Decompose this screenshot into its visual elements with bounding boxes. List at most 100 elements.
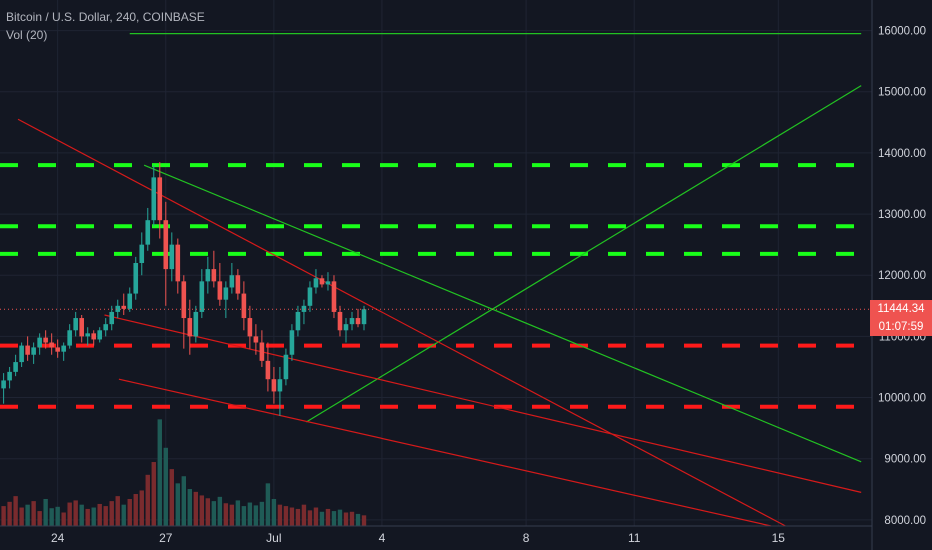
candle-body xyxy=(343,324,349,331)
candle[interactable] xyxy=(289,324,295,361)
candle[interactable] xyxy=(223,281,229,319)
candle[interactable] xyxy=(169,232,175,282)
price-axis[interactable]: 8000.009000.0010000.0011000.0012000.0013… xyxy=(878,26,926,527)
time-axis-label: 11 xyxy=(628,531,641,545)
candle-body xyxy=(241,293,247,319)
candle[interactable] xyxy=(229,263,235,294)
green-trend-line[interactable] xyxy=(143,164,862,463)
candle-body xyxy=(25,345,30,355)
candle[interactable] xyxy=(109,305,115,331)
candle[interactable] xyxy=(163,201,169,306)
candle[interactable] xyxy=(55,339,60,358)
volume-bar xyxy=(193,491,199,526)
volume-bar xyxy=(307,510,313,526)
candle[interactable] xyxy=(331,275,337,319)
candle[interactable] xyxy=(199,269,205,319)
candle[interactable] xyxy=(325,272,331,291)
candle[interactable] xyxy=(217,263,223,306)
time-axis-label: 27 xyxy=(159,531,173,545)
candle[interactable] xyxy=(1,373,6,404)
candle-body xyxy=(187,318,193,337)
candle-body xyxy=(73,318,78,331)
candle[interactable] xyxy=(343,318,349,343)
candle[interactable] xyxy=(43,330,48,349)
candle[interactable] xyxy=(49,333,54,355)
candle[interactable] xyxy=(139,232,145,276)
volume-bar xyxy=(343,512,349,526)
candle[interactable] xyxy=(7,366,12,389)
candle[interactable] xyxy=(25,336,30,361)
time-axis[interactable]: 24 27 Jul 4 8 11 15 xyxy=(51,531,785,545)
candle[interactable] xyxy=(151,165,157,227)
candle[interactable] xyxy=(115,299,121,319)
candle-body xyxy=(31,347,36,355)
candle[interactable] xyxy=(157,162,163,239)
volume-bar xyxy=(163,447,168,526)
candle[interactable] xyxy=(355,308,361,328)
candle[interactable] xyxy=(241,281,247,331)
time-axis-label: 4 xyxy=(379,531,386,545)
candle[interactable] xyxy=(175,238,181,294)
candle-body xyxy=(67,330,72,346)
red-trend-line[interactable] xyxy=(118,378,772,527)
volume-bar xyxy=(259,501,265,526)
candle[interactable] xyxy=(133,256,139,300)
candle[interactable] xyxy=(349,311,355,331)
candle[interactable] xyxy=(61,342,66,361)
candle[interactable] xyxy=(97,327,103,343)
candle[interactable] xyxy=(19,342,24,367)
candle[interactable] xyxy=(247,305,253,349)
candle-body xyxy=(259,342,265,361)
candle[interactable] xyxy=(205,256,211,294)
candle[interactable] xyxy=(313,269,319,294)
volume-bar xyxy=(97,503,102,526)
candle[interactable] xyxy=(79,314,84,343)
candle[interactable] xyxy=(235,269,241,300)
candle[interactable] xyxy=(307,281,313,312)
candle-body xyxy=(295,311,301,331)
trend-lines[interactable] xyxy=(17,85,862,527)
candle[interactable] xyxy=(127,287,133,312)
candle[interactable] xyxy=(337,305,343,337)
candle-body xyxy=(199,281,205,312)
candle[interactable] xyxy=(91,330,97,346)
candle[interactable] xyxy=(265,342,271,392)
volume-bar xyxy=(73,500,78,526)
candle[interactable] xyxy=(283,348,289,386)
candle[interactable] xyxy=(319,275,325,288)
candle[interactable] xyxy=(103,318,109,337)
candle-body xyxy=(97,330,103,340)
volume-bar xyxy=(283,506,289,526)
candle[interactable] xyxy=(259,330,265,367)
candle[interactable] xyxy=(295,305,301,337)
candle[interactable] xyxy=(73,311,78,337)
candle[interactable] xyxy=(271,366,277,404)
red-trend-line[interactable] xyxy=(104,314,862,493)
candle[interactable] xyxy=(121,293,127,315)
candle[interactable] xyxy=(361,305,367,331)
candle-body xyxy=(193,311,199,337)
green-trend-line[interactable] xyxy=(305,85,862,423)
volume-bar xyxy=(19,507,24,526)
candle[interactable] xyxy=(187,299,193,355)
candle-body xyxy=(181,281,187,319)
candle[interactable] xyxy=(31,342,36,364)
candle[interactable] xyxy=(145,207,151,251)
candle[interactable] xyxy=(277,366,283,416)
candle[interactable] xyxy=(13,354,18,377)
candle[interactable] xyxy=(301,299,307,325)
volume-bar xyxy=(151,462,156,526)
red-trend-line[interactable] xyxy=(17,118,786,527)
volume-bar xyxy=(211,501,217,526)
candle[interactable] xyxy=(85,327,90,346)
candle[interactable] xyxy=(181,275,187,349)
candle[interactable] xyxy=(193,305,199,343)
price-axis-label: 10000.00 xyxy=(878,393,926,405)
volume-bar xyxy=(85,508,90,526)
candle[interactable] xyxy=(211,250,217,288)
candle[interactable] xyxy=(67,324,72,349)
candle[interactable] xyxy=(37,333,42,355)
candle[interactable] xyxy=(253,324,259,355)
candles[interactable] xyxy=(1,162,367,416)
